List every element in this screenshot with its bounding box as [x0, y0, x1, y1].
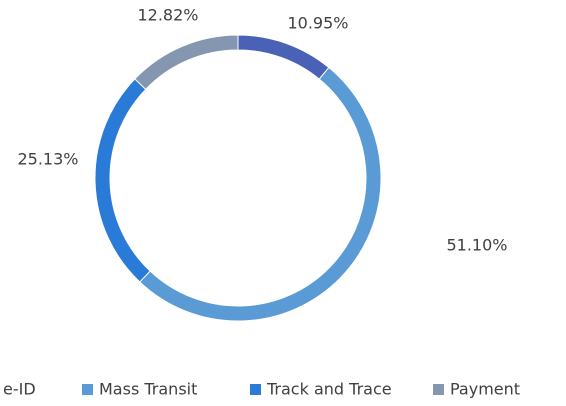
donut-segment [237, 34, 330, 80]
data-label: 10.95% [287, 14, 348, 33]
legend-marker [433, 384, 444, 395]
data-label: 12.82% [137, 6, 198, 25]
legend-marker [82, 384, 93, 395]
data-label: 51.10% [446, 236, 507, 255]
legend-label: Payment [450, 380, 520, 399]
legend-label: Mass Transit [99, 380, 197, 399]
legend-label: e-ID [3, 380, 36, 399]
legend-marker [250, 384, 261, 395]
donut-segment [134, 34, 239, 91]
legend-label: Track and Trace [266, 380, 392, 399]
donut-segment [139, 66, 382, 322]
data-label: 25.13% [17, 150, 78, 169]
donut-segment [94, 78, 151, 283]
